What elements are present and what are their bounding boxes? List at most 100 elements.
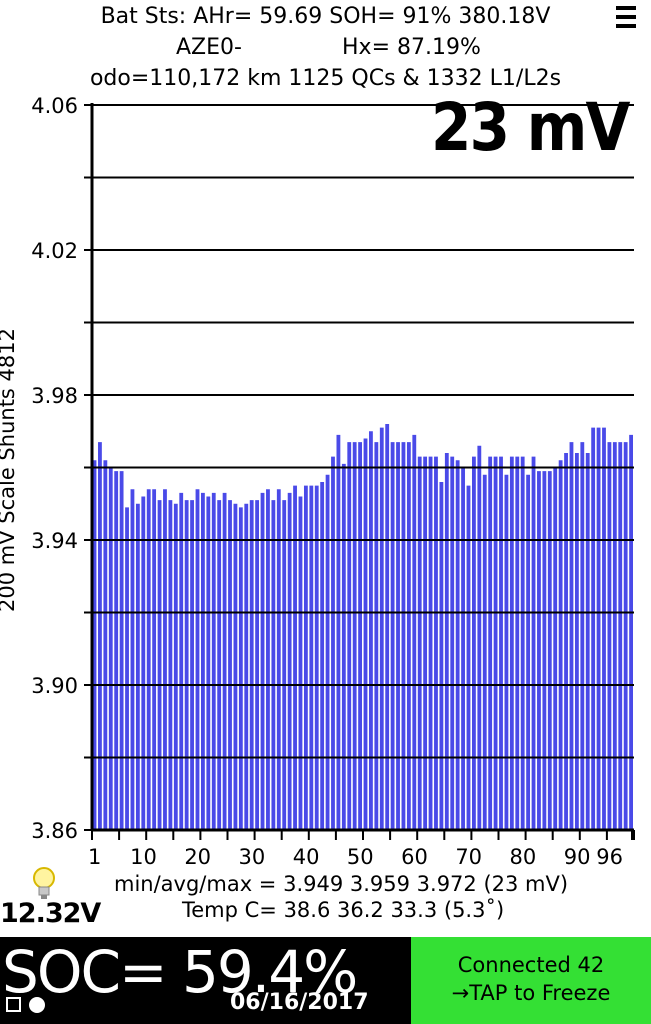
connection-status: Connected 42: [457, 953, 605, 977]
bar-cell-98: [618, 442, 623, 830]
bar-cell-15: [168, 500, 173, 830]
bar-cell-2: [98, 442, 102, 830]
y-tick-label: 4.06: [31, 94, 78, 118]
bar-cell-45: [331, 456, 335, 830]
bar-cell-43: [320, 482, 325, 830]
bar-cell-31: [255, 500, 260, 830]
x-tick-label: 10: [130, 845, 157, 869]
bar-cell-83: [537, 471, 541, 830]
bar-cell-60: [412, 434, 417, 830]
x-tick-label: 30: [239, 845, 266, 869]
x-tick-label: 70: [455, 845, 482, 869]
bar-cell-1: [92, 460, 97, 830]
bar-cell-62: [423, 456, 428, 830]
bar-cell-99: [623, 442, 628, 830]
bar-cell-8: [130, 489, 135, 830]
bar-cell-95: [602, 427, 606, 830]
bar-cell-97: [612, 442, 617, 830]
bar-cell-91: [580, 442, 585, 830]
bar-cell-78: [509, 456, 514, 830]
bar-cell-32: [260, 492, 265, 830]
bar-cell-36: [282, 500, 287, 830]
bar-cell-94: [596, 427, 601, 830]
bar-cell-7: [125, 507, 129, 830]
date-label: 06/16/2017: [230, 990, 369, 1015]
cell-spread-readout: 23 mV: [431, 89, 630, 166]
page-dots-icon[interactable]: [6, 996, 50, 1018]
x-tick-label: 90: [564, 845, 591, 869]
bar-cell-93: [591, 427, 596, 830]
x-tick-label: 80: [510, 845, 537, 869]
bar-cell-41: [309, 485, 314, 830]
bar-cell-16: [173, 503, 178, 830]
bar-cell-42: [314, 485, 319, 830]
x-tick-label: 1: [88, 845, 101, 869]
bar-cell-66: [444, 453, 449, 830]
bar-cell-17: [179, 492, 184, 830]
odometer-line: odo=110,172 km 1125 QCs & 1332 L1/L2s: [89, 66, 562, 91]
bar-cell-25: [222, 492, 227, 830]
bar-cell-89: [569, 442, 574, 830]
bar-cell-53: [374, 442, 379, 830]
bar-cell-57: [396, 442, 400, 830]
bar-cell-34: [271, 500, 276, 830]
soc-panel: [0, 937, 411, 1024]
bar-cell-61: [417, 456, 422, 830]
bar-cell-23: [211, 492, 216, 830]
bar-cell-49: [352, 442, 357, 830]
bar-cell-71: [472, 456, 476, 830]
bar-cell-63: [428, 456, 433, 830]
bar-cell-22: [206, 496, 211, 830]
bar-cell-44: [325, 474, 330, 830]
bar-cell-70: [466, 485, 471, 830]
bar-cell-30: [249, 500, 254, 830]
bar-cell-82: [531, 456, 536, 830]
hamburger-menu-icon[interactable]: [616, 6, 636, 32]
lightbulb-icon: [32, 866, 56, 904]
bar-cell-18: [184, 500, 189, 830]
bar-cell-6: [119, 471, 124, 830]
bar-cell-13: [157, 500, 162, 830]
bar-cell-86: [553, 467, 558, 830]
y-tick-label: 4.02: [31, 239, 78, 263]
bar-cell-77: [504, 474, 509, 830]
bar-cell-80: [520, 456, 525, 830]
bar-cell-24: [217, 500, 222, 830]
y-tick-label: 3.86: [31, 819, 78, 843]
bar-cell-65: [439, 482, 444, 830]
bar-cell-96: [607, 442, 612, 830]
bar-cell-76: [499, 456, 503, 830]
bar-cell-46: [336, 434, 341, 830]
bar-cell-54: [379, 427, 384, 830]
bar-cell-48: [347, 442, 352, 830]
bar-cell-67: [450, 456, 455, 830]
y-tick-label: 3.98: [31, 384, 78, 408]
bar-cell-47: [341, 463, 346, 830]
model-label: AZE0-: [176, 35, 242, 60]
bar-cell-58: [401, 442, 406, 830]
bar-cell-85: [547, 471, 552, 830]
bar-cell-84: [542, 471, 547, 830]
bar-cell-3: [103, 460, 108, 830]
cell-voltage-chart[interactable]: 3.86 3.90 3.94 3.98 4.02 4.06 1 10 20 30 40 50 60 70 8…: [0, 90, 651, 870]
bar-cell-20: [195, 489, 200, 830]
bar-cell-33: [266, 489, 270, 830]
bar-cell-87: [558, 460, 563, 830]
bar-cell-5: [114, 471, 119, 830]
bar-cell-75: [493, 456, 498, 830]
tap-to-freeze-button[interactable]: Connected 42 →TAP to Freeze: [411, 937, 651, 1024]
bar-cell-73: [482, 474, 487, 830]
bar-cell-11: [146, 489, 151, 830]
battery-status-line: Bat Sts: AHr= 59.69 SOH= 91% 380.18V: [100, 4, 551, 29]
bar-cell-90: [574, 453, 579, 830]
bar-cell-69: [461, 467, 465, 830]
x-tick-label: 40: [293, 845, 320, 869]
bar-cell-56: [390, 442, 395, 830]
health-label: Hx= 87.19%: [342, 35, 481, 60]
bar-cell-39: [298, 496, 303, 830]
bar-cell-55: [385, 424, 390, 830]
bar-cell-68: [455, 460, 460, 830]
x-tick-label: 96: [596, 845, 623, 869]
bar-cell-74: [488, 456, 493, 830]
bar-cell-27: [233, 503, 238, 830]
